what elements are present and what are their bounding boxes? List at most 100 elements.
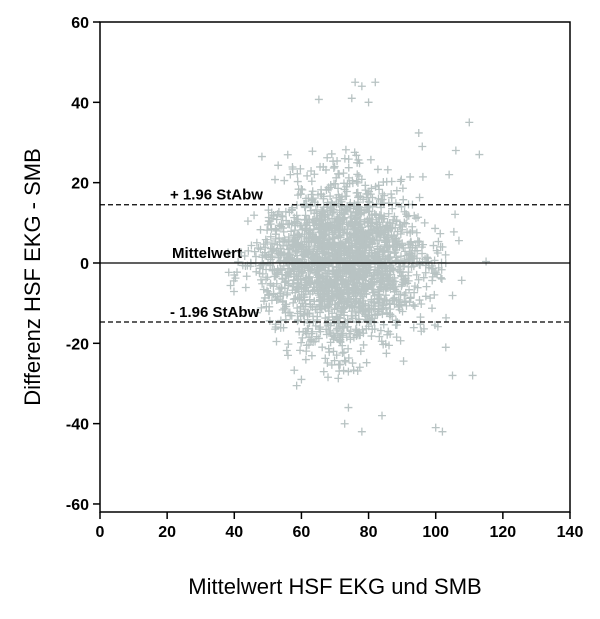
data-point: [357, 427, 366, 436]
data-point: [307, 177, 316, 186]
reference-line-labels: + 1.96 StAbw Mittelwert - 1.96 StAbw: [170, 187, 263, 321]
data-point: [226, 281, 235, 290]
data-point: [372, 222, 381, 231]
data-point: [374, 181, 383, 190]
data-point: [356, 249, 365, 258]
data-point: [402, 210, 411, 219]
data-point: [297, 338, 306, 347]
data-point: [431, 224, 440, 233]
plot-frame: [99, 21, 571, 513]
data-point: [359, 239, 368, 248]
data-point: [391, 237, 400, 246]
data-point: [475, 150, 484, 159]
data-point: [323, 220, 332, 229]
data-point: [352, 151, 361, 160]
reference-line-label: Mittelwert: [172, 245, 242, 262]
data-point: [320, 290, 329, 299]
data-point: [355, 363, 364, 372]
data-point: [234, 257, 243, 266]
data-point: [344, 403, 353, 412]
data-point: [406, 238, 415, 247]
data-point: [383, 281, 392, 290]
data-point: [418, 172, 427, 181]
data-point: [323, 299, 332, 308]
data-point: [418, 142, 427, 151]
data-point: [376, 283, 385, 292]
data-point: [374, 227, 383, 236]
data-point: [358, 262, 367, 271]
data-point: [367, 218, 376, 227]
data-point: [373, 165, 382, 174]
data-point: [270, 239, 279, 248]
data-point: [348, 359, 357, 368]
data-point: [353, 158, 362, 167]
data-point: [321, 165, 330, 174]
data-point: [290, 366, 299, 375]
data-point: [294, 230, 303, 239]
data-point: [244, 246, 253, 255]
data-point: [341, 296, 350, 305]
data-point: [302, 341, 311, 350]
data-point: [241, 283, 250, 292]
data-point: [399, 195, 408, 204]
data-point: [353, 232, 362, 241]
data-point: [335, 193, 344, 202]
data-point: [335, 324, 344, 333]
data-point: [224, 248, 233, 257]
data-point: [278, 266, 287, 275]
data-point: [381, 264, 390, 273]
data-point: [294, 275, 303, 284]
data-point: [339, 208, 348, 217]
data-point: [320, 226, 329, 235]
data-point: [420, 218, 429, 227]
data-point: [415, 193, 424, 202]
data-point: [364, 228, 373, 237]
data-point: [342, 192, 351, 201]
data-point: [230, 271, 239, 280]
data-point: [406, 293, 415, 302]
data-point: [356, 215, 365, 224]
data-point: [378, 411, 386, 420]
data-point: [318, 232, 327, 241]
y-axis-ticks: 60 40 20 0 -20 -40 -60: [66, 15, 100, 514]
data-point: [293, 169, 302, 178]
data-point: [382, 177, 391, 186]
data-point: [279, 241, 288, 250]
data-point: [359, 195, 368, 204]
data-point: [295, 327, 304, 336]
data-point: [354, 193, 363, 202]
data-point: [259, 285, 268, 294]
data-point: [424, 257, 433, 266]
data-point: [418, 249, 427, 258]
data-point: [308, 147, 317, 156]
data-point: [335, 367, 344, 376]
data-point: [330, 333, 339, 342]
data-point: [405, 248, 414, 257]
x-axis-title: Mittelwert HSF EKG und SMB: [188, 574, 481, 599]
data-point: [297, 247, 306, 256]
data-point: [263, 273, 272, 282]
data-point: [374, 287, 383, 296]
data-point: [396, 290, 405, 299]
data-point: [355, 267, 364, 276]
data-point: [356, 347, 365, 356]
data-point: [357, 82, 366, 91]
data-point: [247, 241, 256, 250]
data-point: [351, 268, 360, 277]
data-point: [334, 374, 343, 383]
data-point: [252, 238, 261, 247]
data-point: [308, 277, 317, 286]
data-point: [344, 344, 353, 353]
data-point: [268, 252, 277, 261]
data-point: [306, 206, 315, 215]
data-point: [442, 313, 451, 322]
data-point: [351, 211, 360, 220]
data-point: [284, 281, 293, 290]
data-point: [298, 333, 307, 342]
data-point: [431, 423, 440, 432]
data-point: [310, 170, 319, 179]
data-point: [282, 346, 291, 355]
data-point: [395, 221, 404, 230]
data-point: [341, 145, 350, 154]
data-point: [384, 209, 393, 218]
